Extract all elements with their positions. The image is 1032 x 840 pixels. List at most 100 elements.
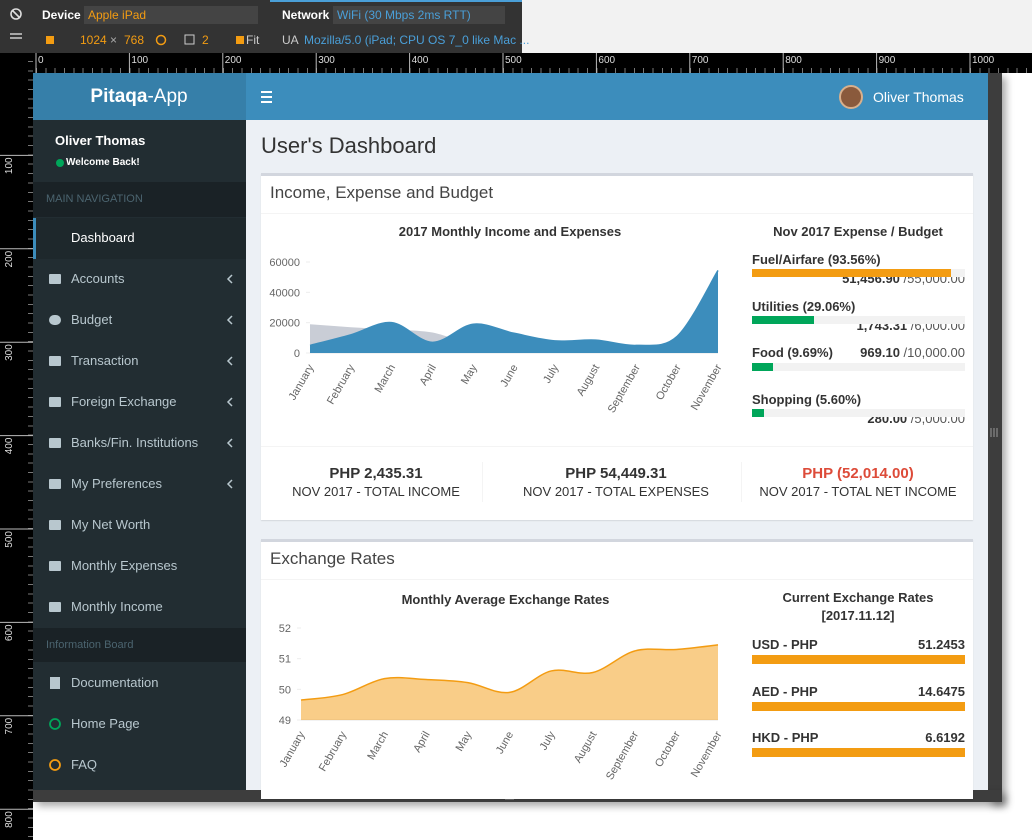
x-tick-label: March bbox=[365, 730, 391, 762]
chart: 2017 Monthly Income and Expenses 0 20000 40… bbox=[269, 224, 724, 415]
nav-item[interactable]: FAQ bbox=[71, 757, 98, 772]
dpr-value[interactable]: 2 bbox=[202, 33, 209, 47]
x-tick-label: March bbox=[373, 363, 399, 395]
nav-item[interactable]: Monthly Expenses bbox=[71, 558, 178, 573]
brand-rest: -App bbox=[147, 86, 188, 107]
nav-active-border bbox=[33, 218, 36, 259]
sidebar-status: Welcome Back! bbox=[66, 157, 140, 168]
ruler-label: 200 bbox=[225, 55, 242, 66]
network-select bbox=[333, 6, 505, 24]
devtools-right bbox=[522, 0, 1032, 53]
chart: Monthly Average Exchange Rates 49 50 51 52 Ja… bbox=[278, 592, 725, 782]
device-label: Device bbox=[42, 8, 81, 22]
page-title: User's Dashboard bbox=[261, 133, 437, 158]
panel-title: Income, Expense and Budget bbox=[270, 183, 494, 202]
ruler-label: 700 bbox=[4, 717, 15, 734]
ruler-label: 300 bbox=[4, 344, 15, 361]
nav-item[interactable]: Transaction bbox=[71, 353, 139, 368]
devtools-icons bbox=[10, 8, 499, 46]
nav-item[interactable]: Documentation bbox=[71, 675, 159, 690]
budget-label: Food (9.69%) bbox=[752, 345, 833, 360]
x-tick-label: February bbox=[317, 729, 350, 774]
nav-heading-bg bbox=[33, 182, 246, 217]
x-tick-label: May bbox=[459, 362, 480, 386]
ruler-label: 400 bbox=[4, 437, 15, 454]
chevron bbox=[226, 315, 233, 325]
x-tick-label: August bbox=[575, 363, 603, 399]
nav-icon bbox=[49, 718, 61, 730]
chevron bbox=[226, 479, 233, 489]
nav-item[interactable]: Budget bbox=[71, 312, 113, 327]
budget-limit: /10,000.00 bbox=[903, 345, 965, 360]
ruler-label: 500 bbox=[505, 55, 522, 66]
chart-title: 2017 Monthly Income and Expenses bbox=[399, 224, 622, 239]
panel-title: Exchange Rates bbox=[270, 549, 395, 568]
ruler-label: 400 bbox=[412, 55, 429, 66]
times: × bbox=[110, 33, 118, 47]
info-heading-bg bbox=[33, 628, 246, 662]
y-tick-label: 51 bbox=[279, 654, 291, 666]
chevron bbox=[226, 438, 233, 448]
total-label: NOV 2017 - TOTAL NET INCOME bbox=[759, 484, 957, 499]
nav-item[interactable]: Monthly Income bbox=[71, 599, 163, 614]
nav-icon bbox=[49, 561, 61, 571]
y-tick-label: 40000 bbox=[269, 287, 300, 299]
no-touch-icon bbox=[11, 9, 21, 19]
ruler-label: 1000 bbox=[972, 55, 995, 66]
progress-bar bbox=[752, 409, 764, 417]
checkbox bbox=[236, 36, 244, 44]
device-select bbox=[84, 6, 258, 24]
nav-icon bbox=[49, 356, 61, 366]
height-value[interactable]: 768 bbox=[124, 33, 145, 47]
y-tick-label: 52 bbox=[279, 623, 291, 635]
nav-item[interactable]: My Net Worth bbox=[71, 517, 151, 532]
header-user[interactable]: Oliver Thomas bbox=[873, 89, 964, 105]
totals-sep bbox=[482, 462, 483, 502]
progress-track bbox=[752, 363, 965, 371]
nav-icon bbox=[49, 315, 61, 325]
nav-icon bbox=[49, 274, 61, 284]
chevron bbox=[226, 274, 233, 284]
panel-divider bbox=[261, 213, 973, 214]
y-tick-label: 50 bbox=[279, 684, 291, 696]
x-tick-label: June bbox=[494, 730, 516, 757]
area-line bbox=[300, 644, 719, 701]
nav-item[interactable]: Banks/Fin. Institutions bbox=[71, 435, 199, 450]
ruler-label: 600 bbox=[4, 624, 15, 641]
device-value[interactable]: Apple iPad bbox=[88, 8, 147, 22]
ruler-label: 600 bbox=[598, 55, 615, 66]
nav-icon bbox=[50, 677, 60, 689]
ruler-label: 100 bbox=[4, 157, 15, 174]
brand[interactable]: Pitaqa-App bbox=[90, 86, 187, 108]
progress-track bbox=[752, 316, 965, 324]
ruler-label: 800 bbox=[785, 55, 802, 66]
ua-value[interactable]: Mozilla/5.0 (iPad; CPU OS 7_0 like Mac .… bbox=[304, 33, 530, 47]
dpr-icon bbox=[184, 34, 195, 45]
nav-item[interactable]: My Preferences bbox=[71, 476, 163, 491]
nav-active bbox=[33, 218, 246, 259]
nav-item[interactable]: Home Page bbox=[71, 716, 140, 731]
chevron bbox=[226, 356, 233, 366]
total-label: NOV 2017 - TOTAL INCOME bbox=[292, 484, 460, 499]
nav-icon bbox=[49, 438, 61, 448]
nav-item[interactable]: Accounts bbox=[71, 271, 125, 286]
x-tick-label: July bbox=[541, 362, 561, 385]
ruler-top bbox=[0, 53, 1032, 73]
nav-icon bbox=[49, 397, 61, 407]
progress-track bbox=[752, 409, 965, 417]
area-line bbox=[309, 270, 719, 347]
no-touch-icon bbox=[10, 8, 22, 20]
progress-bar bbox=[752, 316, 814, 324]
network-value[interactable]: WiFi (30 Mbps 2ms RTT) bbox=[337, 8, 471, 22]
y-tick-label: 49 bbox=[279, 715, 291, 727]
nav-item[interactable]: Foreign Exchange bbox=[71, 394, 177, 409]
app-header bbox=[246, 73, 988, 120]
rate-pair: USD - PHP bbox=[752, 637, 818, 652]
x-tick-label: April bbox=[418, 363, 439, 388]
width-value[interactable]: 1024 bbox=[80, 33, 107, 47]
x-tick-label: May bbox=[454, 729, 475, 753]
nav-item[interactable]: Dashboard bbox=[71, 230, 135, 245]
area bbox=[310, 270, 718, 353]
